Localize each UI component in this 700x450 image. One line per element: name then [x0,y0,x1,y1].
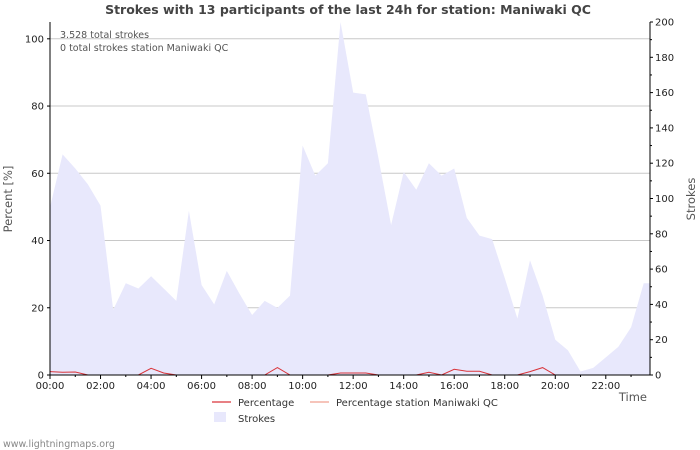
annotation-station-strokes: 0 total strokes station Maniwaki QC [60,43,229,54]
chart-title: Strokes with 13 participants of the last… [105,2,591,17]
right-tick-label-10: 200 [655,18,674,29]
x-axis-label: Time [618,390,647,404]
legend-label-station: Percentage station Maniwaki QC [336,398,498,409]
right-tick-label-8: 160 [655,88,674,99]
x-tick-labels: 00:00 02:00 04:00 06:00 08:00 10:00 12:00 14:00… [36,381,621,392]
right-tick-labels: 0 20 40 60 80 100 120 140 160 180 200 [655,18,674,382]
x-tick-label-5: 10:00 [288,381,317,392]
right-tick-label-5: 100 [655,194,674,205]
x-tick-label-7: 14:00 [389,381,418,392]
y-axis-label-left: Percent [%] [1,166,15,233]
x-tick-label-8: 16:00 [440,381,469,392]
legend-label-percentage: Percentage [238,398,294,409]
right-tick-label-1: 20 [655,335,668,346]
right-tick-label-3: 60 [655,265,668,276]
left-tick-label-4: 80 [31,102,44,113]
legend-label-strokes: Strokes [238,414,275,425]
x-tick-label-3: 06:00 [187,381,216,392]
left-tick-label-5: 100 [25,34,44,45]
x-tick-label-1: 02:00 [86,381,115,392]
x-tick-label-4: 08:00 [238,381,267,392]
right-tick-label-2: 40 [655,300,668,311]
right-tick-label-9: 180 [655,53,674,64]
right-tick-label-6: 120 [655,159,674,170]
y-axis-label-right: Strokes [684,178,698,221]
right-tick-label-0: 0 [655,371,661,382]
left-tick-label-0: 0 [38,371,44,382]
axes [47,21,653,379]
strokes-area [50,22,650,375]
left-tick-labels: 0 20 40 60 80 100 [25,34,44,381]
footer-credit: www.lightningmaps.org [3,439,115,450]
x-tick-label-6: 12:00 [339,381,368,392]
x-tick-label-0: 00:00 [36,381,65,392]
left-tick-label-3: 60 [31,169,44,180]
x-tick-label-2: 04:00 [137,381,166,392]
x-tick-label-9: 18:00 [490,381,519,392]
legend-swatch-strokes [214,412,226,422]
legend: Percentage Percentage station Maniwaki Q… [212,398,498,425]
annotation-total-strokes: 3.528 total strokes [60,30,149,41]
strokes-area-path [50,22,650,375]
right-tick-label-7: 140 [655,123,674,134]
right-tick-label-4: 80 [655,229,668,240]
x-tick-label-11: 22:00 [591,381,620,392]
left-tick-label-1: 20 [31,303,44,314]
x-tick-label-10: 20:00 [541,381,570,392]
left-tick-label-2: 40 [31,236,44,247]
